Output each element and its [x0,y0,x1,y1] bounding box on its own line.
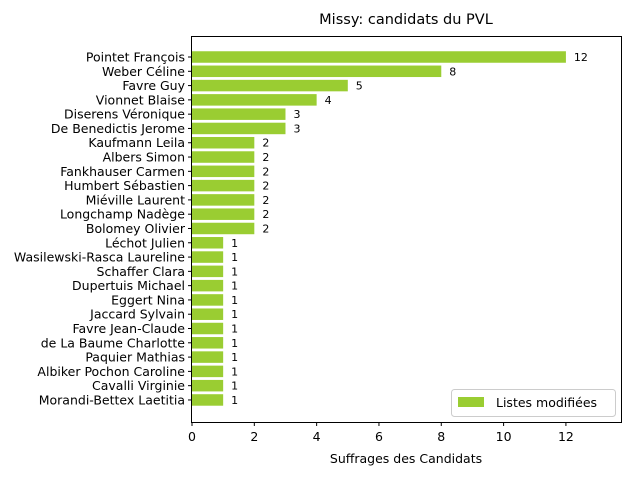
category-label: de La Baume Charlotte [41,335,186,350]
category-label: Albers Simon [103,150,185,165]
value-label: 3 [293,108,300,121]
value-label: 1 [231,251,238,264]
x-tick-label: 4 [313,429,321,444]
value-label: 1 [231,237,238,250]
category-label: Diserens Véronique [64,107,185,122]
bar [192,394,224,406]
value-label: 1 [231,323,238,336]
x-axis-label: Suffrages des Candidats [330,451,482,466]
value-label: 1 [231,380,238,393]
bar [192,194,255,206]
bar [192,294,224,306]
category-label: Albiker Pochon Caroline [37,364,185,379]
bar [192,94,317,106]
x-tick-label: 12 [558,429,574,444]
bars-layer [192,51,566,406]
x-tick-label: 10 [496,429,512,444]
bar [192,65,442,78]
bar [192,151,255,163]
legend-box [451,389,616,417]
chart-title: Missy: candidats du PVL [319,12,493,28]
plot-frame [191,36,622,423]
x-tick-label: 0 [188,429,196,444]
category-label: Vionnet Blaise [96,92,186,107]
value-label: 1 [231,280,238,293]
value-label: 5 [356,80,363,93]
category-label: Schaffer Clara [97,264,185,279]
category-label: Weber Céline [102,64,185,79]
value-label: 1 [231,351,238,364]
bar [192,351,224,363]
bar [192,237,224,249]
category-label: Wasilewski-Rasca Laureline [14,250,185,265]
bar [192,322,224,335]
value-label: 1 [231,308,238,321]
value-label: 1 [231,337,238,350]
value-label: 1 [231,394,238,407]
category-label: Morandi-Bettex Laetitia [39,392,185,407]
bar [192,265,224,278]
value-label: 12 [574,51,588,64]
value-label: 2 [262,222,269,235]
bar [192,165,255,178]
category-label: Humbert Sébastien [64,178,185,193]
value-label: 2 [262,137,269,150]
bar [192,308,224,320]
x-tick-label: 6 [375,429,383,444]
category-label: Favre Jean-Claude [72,321,185,336]
category-label: Cavalli Virginie [92,378,185,393]
category-label: Longchamp Nadège [60,207,185,222]
bar [192,208,255,220]
bar [192,251,224,263]
value-label: 2 [262,151,269,164]
value-label: 4 [325,94,332,107]
category-label: Kaufmann Leila [88,135,185,150]
category-label: Eggert Nina [111,292,185,307]
bar [192,108,286,120]
category-label: Pointet François [86,50,185,65]
category-label: Jaccard Sylvain [89,307,185,322]
category-label: Miéville Laurent [86,192,185,207]
legend: Listes modifiées [451,389,616,417]
x-tick-label: 2 [250,429,258,444]
value-label: 2 [262,180,269,193]
value-label: 2 [262,194,269,207]
category-label: De Benedictis Jerome [51,121,185,136]
value-label: 1 [231,265,238,278]
bar [192,379,224,392]
bar [192,222,255,235]
category-label: Favre Guy [122,78,185,93]
category-label: Léchot Julien [105,235,185,250]
category-label: Fankhauser Carmen [60,164,185,179]
bar [192,337,224,349]
bar [192,51,566,63]
value-label: 2 [262,208,269,221]
value-label: 1 [231,365,238,378]
legend-swatch [458,397,484,407]
bar [192,122,286,135]
category-label: Bolomey Olivier [86,221,186,236]
legend-label: Listes modifiées [496,395,597,410]
bar [192,179,255,192]
x-axis-ticks: 0 2 4 6 8 10 12 [188,422,574,444]
value-label: 1 [231,294,238,307]
category-label: Dupertuis Michael [72,278,185,293]
bar [192,279,224,292]
value-label: 2 [262,165,269,178]
category-label: Paquier Mathias [85,350,185,365]
value-label: 3 [293,122,300,135]
x-tick-label: 8 [437,429,445,444]
bar [192,79,348,92]
bar [192,136,255,149]
value-label: 8 [449,65,456,78]
bar [192,365,224,378]
